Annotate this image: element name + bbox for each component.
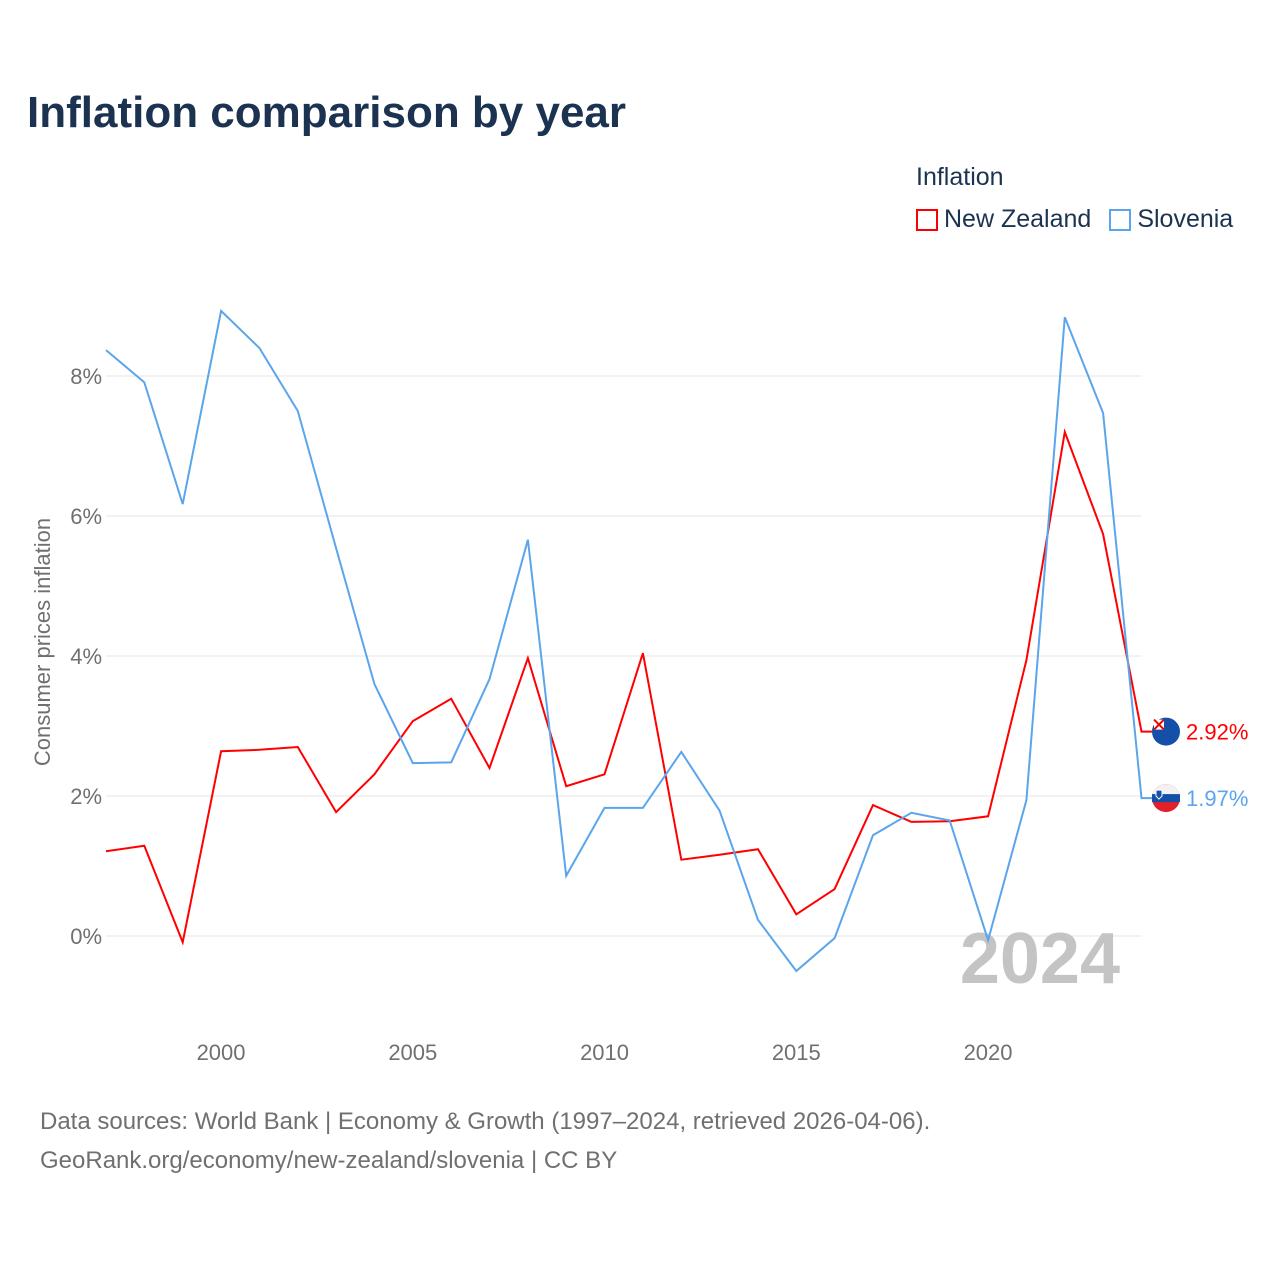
x-tick-label: 2000 — [197, 1040, 246, 1065]
series-line-slovenia — [105, 308, 1158, 973]
legend-swatch-icon — [1109, 208, 1132, 231]
source-url[interactable]: GeoRank.org/economy/new-zealand/slovenia… — [40, 1147, 618, 1174]
y-tick-label: 4% — [70, 644, 102, 669]
x-tick-label: 2020 — [964, 1040, 1013, 1065]
x-tick-label: 2005 — [388, 1040, 437, 1065]
legend: New Zealand Slovenia — [916, 205, 1233, 234]
flag-blue-band — [1152, 794, 1180, 803]
legend-item-slovenia[interactable]: Slovenia — [1109, 205, 1233, 234]
series-line-new-zealand — [105, 428, 1158, 946]
y-tick-label: 8% — [70, 364, 102, 389]
x-tick-label: 2015 — [772, 1040, 821, 1065]
year-watermark: 2024 — [960, 919, 1120, 999]
flag-cross-icon — [1153, 718, 1165, 731]
end-value-label: 1.97% — [1186, 786, 1248, 811]
legend-label: New Zealand — [944, 205, 1092, 233]
legend-item-new-zealand[interactable]: New Zealand — [916, 205, 1091, 234]
end-value-label: 2.92% — [1186, 720, 1248, 745]
y-tick-label: 0% — [70, 924, 102, 949]
legend-swatch-icon — [916, 208, 938, 231]
y-tick-label: 2% — [70, 784, 102, 809]
chart-title: Inflation comparison by year — [27, 88, 627, 137]
legend-title: Inflation — [916, 163, 1004, 191]
y-tick-label: 6% — [70, 504, 102, 529]
flag-coat-icon — [1155, 789, 1163, 800]
legend-label: Slovenia — [1137, 205, 1234, 233]
x-tick-label: 2010 — [580, 1040, 629, 1065]
source-text: Data sources: World Bank | Economy & Gro… — [40, 1108, 931, 1135]
y-axis-label: Consumer prices inflation — [30, 518, 55, 766]
